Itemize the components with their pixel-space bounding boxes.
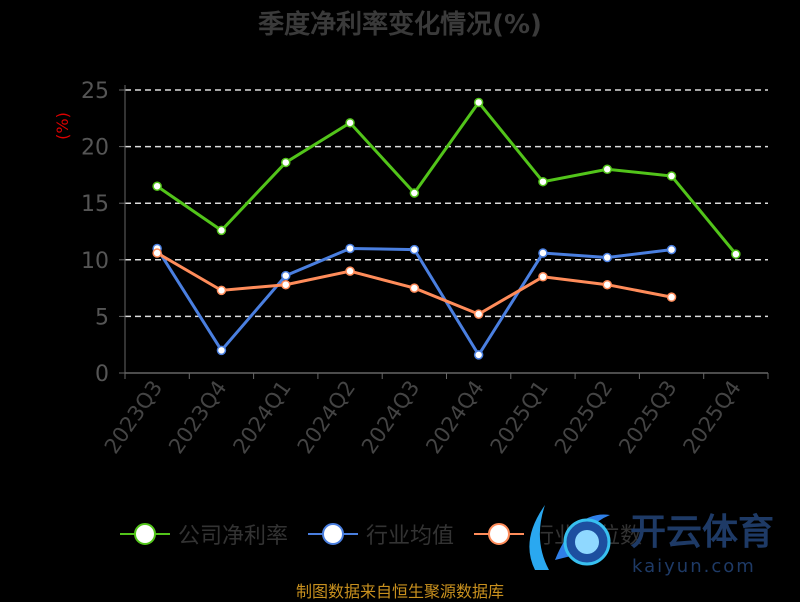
series-line [155,246,672,358]
watermark-logo: 开云体育 kaiyun.com [529,505,774,577]
series-line [156,99,738,256]
y-tick-label: 25 [81,79,109,104]
y-tick-label: 0 [95,362,109,387]
data-point [152,181,162,191]
data-point [473,309,484,319]
legend-marker-green-icon [120,523,170,545]
data-point [281,270,291,281]
y-tick-label: 5 [95,305,109,330]
data-point [538,248,548,258]
x-tick-label: 2023Q3 [100,376,167,458]
legend-marker-orange-icon [474,523,525,545]
data-point [538,176,548,187]
data-point [666,171,677,181]
x-tick-label: 2024Q2 [293,376,360,458]
x-tick-label: 2025Q3 [614,376,681,458]
data-point [602,279,612,290]
data-point [409,283,420,293]
data-point [602,252,612,263]
data-point [281,157,291,168]
y-axis-label: (%) [53,112,72,140]
x-tick-label: 2024Q1 [228,376,295,458]
data-point [216,285,227,296]
data-point [409,188,420,198]
data-point [409,244,420,255]
x-tick-label: 2025Q1 [486,376,553,458]
chart-title: 季度净利率变化情况(%) [258,10,542,40]
data-point [216,345,227,356]
svg-text:kaiyun.com: kaiyun.com [632,556,756,577]
legend-marker-blue-icon [308,523,359,545]
legend-label: 公司净利率 [178,524,289,549]
data-point [152,248,162,258]
data-point [473,97,484,108]
source-note: 制图数据来自恒生聚源数据库 [295,582,504,601]
data-point [666,244,677,255]
x-tick-label: 2023Q4 [164,376,231,458]
data-point [666,292,677,302]
legend: 公司净利率 行业均值 行业中位数 [120,518,642,550]
data-point [345,266,355,276]
legend-label: 行业均值 [366,524,455,549]
legend-item-company[interactable]: 公司净利率 [120,518,288,550]
y-tick-label: 20 [81,136,109,161]
x-tick-label: 2025Q2 [550,376,617,458]
x-tick-label: 2024Q3 [357,376,424,458]
data-point [281,279,291,290]
data-point [345,243,355,254]
data-point [216,225,227,236]
legend-item-industry-avg[interactable]: 行业均值 [308,518,454,550]
y-tick-label: 15 [81,192,109,217]
data-point [538,272,548,282]
data-point [345,118,355,128]
data-point [473,350,484,360]
svg-text:开云体育: 开云体育 [630,512,774,553]
data-point [731,249,741,259]
data-point [602,164,612,174]
x-tick-label: 2025Q4 [678,376,745,458]
x-tick-label: 2024Q4 [421,376,488,458]
y-tick-label: 10 [81,249,109,274]
